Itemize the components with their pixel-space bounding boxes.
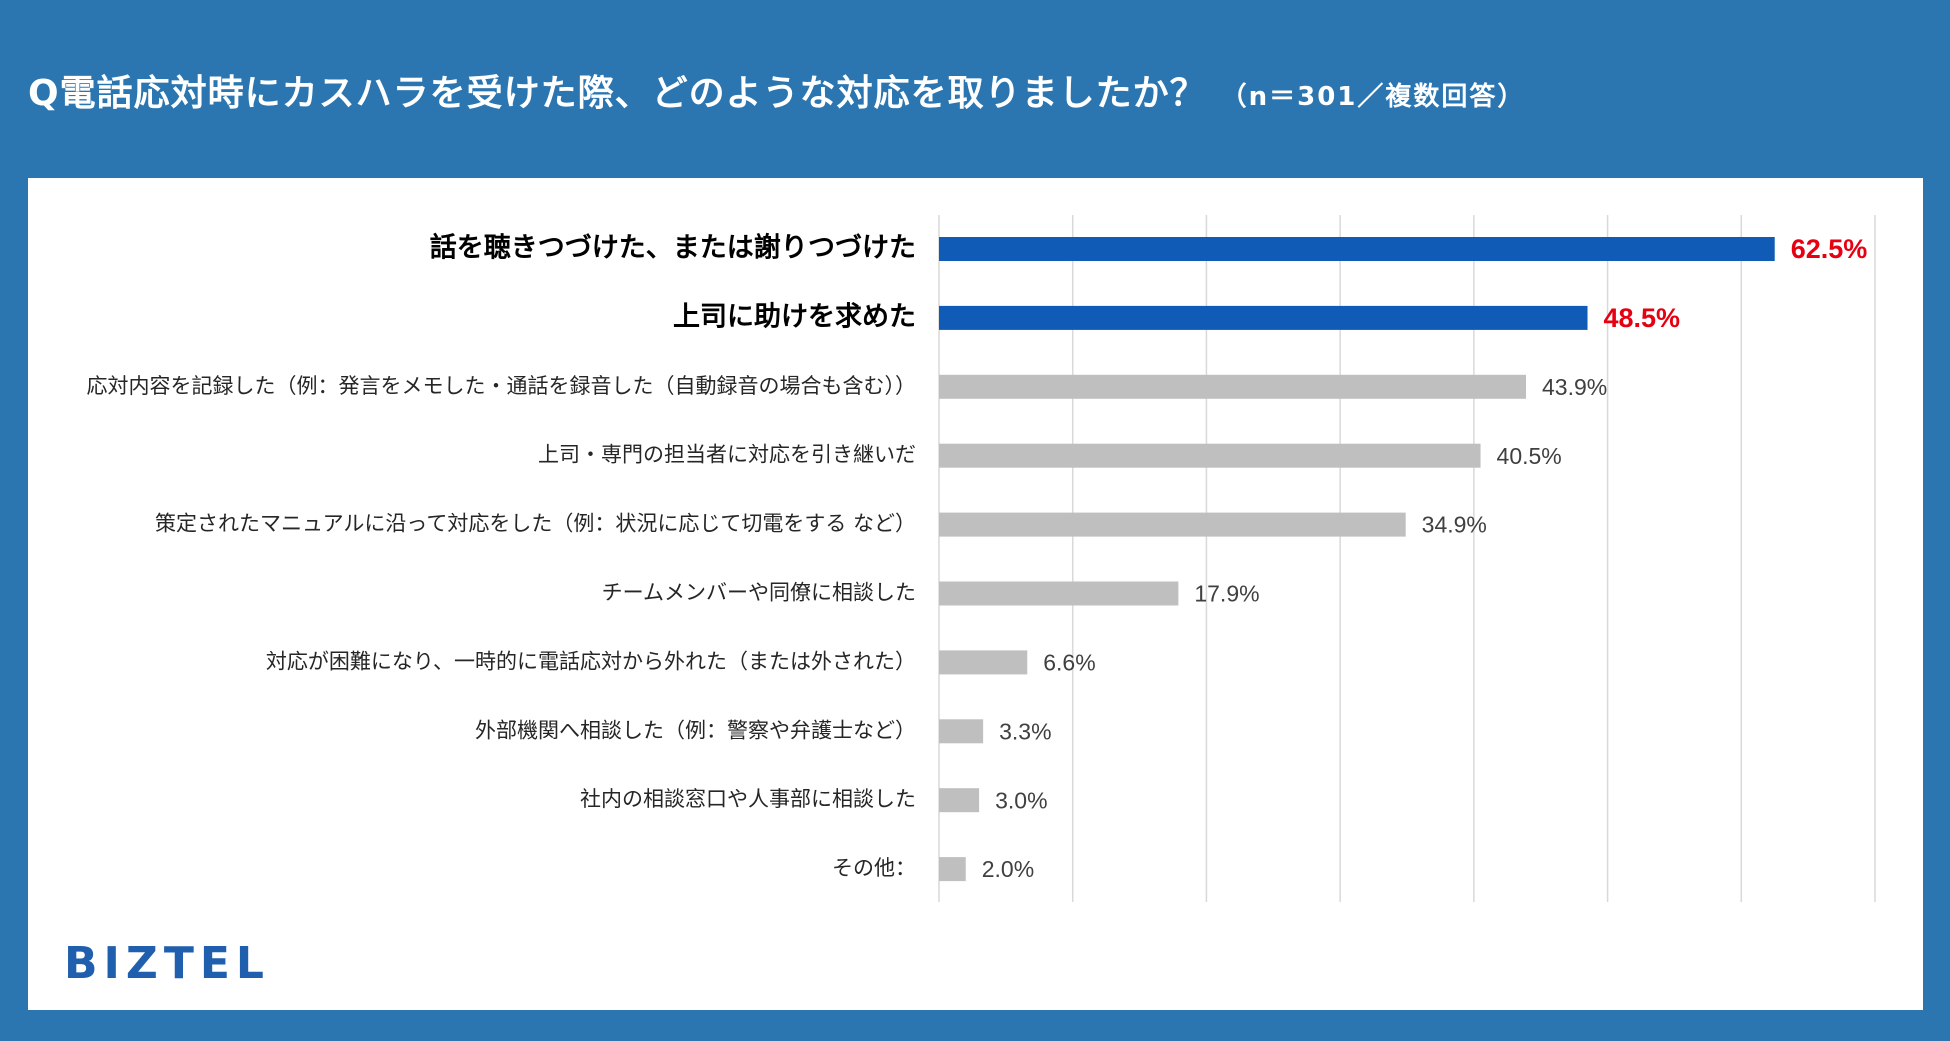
bar-9 bbox=[939, 788, 980, 813]
value-label-1: 62.5% bbox=[1791, 234, 1868, 264]
value-label-8: 3.3% bbox=[999, 718, 1051, 744]
bar-5 bbox=[939, 512, 1406, 537]
value-label-9: 3.0% bbox=[995, 787, 1047, 813]
bar-6 bbox=[939, 581, 1179, 606]
chart-title: Q電話応対時にカスハラを受けた際、どのような対応を取りましたか？ （n＝301／複… bbox=[28, 64, 1525, 116]
bar-2 bbox=[939, 305, 1588, 330]
category-label-6: チームメンバーや同僚に相談した bbox=[602, 581, 916, 605]
category-label-3: 応対内容を記録した（例：発言をメモした・通話を録音した（自動録音の場合も含む）） bbox=[87, 374, 917, 398]
bar-7 bbox=[939, 650, 1028, 675]
bar-4 bbox=[939, 443, 1481, 468]
chart-bars bbox=[939, 237, 1775, 882]
value-label-6: 17.9% bbox=[1194, 581, 1259, 607]
category-label-1: 話を聴きつづけた、または謝りつづけた bbox=[430, 232, 916, 264]
chart-title-main: Q電話応対時にカスハラを受けた際、どのような対応を取りましたか？ bbox=[28, 73, 1207, 114]
value-label-2: 48.5% bbox=[1604, 303, 1681, 333]
bar-8 bbox=[939, 719, 984, 744]
value-label-10: 2.0% bbox=[982, 856, 1034, 882]
category-label-7: 対応が困難になり、一時的に電話応対から外れた（または外された） bbox=[266, 649, 916, 673]
value-label-5: 34.9% bbox=[1422, 512, 1487, 538]
category-label-5: 策定されたマニュアルに沿って対応をした（例：状況に応じて切電をする など） bbox=[155, 512, 916, 536]
bar-10 bbox=[939, 857, 966, 882]
category-label-2: 上司に助けを求めた bbox=[673, 301, 916, 332]
biztel-logo: BIZTEL bbox=[64, 938, 270, 989]
category-label-9: 社内の相談窓口や人事部に相談した bbox=[580, 787, 916, 811]
category-label-4: 上司・専門の担当者に対応を引き継いだ bbox=[538, 443, 916, 467]
value-label-3: 43.9% bbox=[1542, 374, 1607, 400]
bar-1 bbox=[939, 237, 1775, 261]
chart-title-sub: （n＝301／複数回答） bbox=[1220, 82, 1526, 112]
category-label-8: 外部機関へ相談した（例：警察や弁護士など） bbox=[475, 718, 916, 742]
chart-category-labels: 話を聴きつづけた、または謝りつづけた上司に助けを求めた応対内容を記録した（例：発… bbox=[87, 232, 917, 881]
chart-value-labels: 62.5% 48.5% 43.9% 40.5% 34.9% 17.9% 6.6% 3.3% 3.… bbox=[982, 234, 1868, 882]
bar-3 bbox=[939, 374, 1527, 399]
value-label-4: 40.5% bbox=[1497, 443, 1562, 469]
category-label-10: その他： bbox=[832, 856, 916, 880]
value-label-7: 6.6% bbox=[1043, 649, 1095, 675]
